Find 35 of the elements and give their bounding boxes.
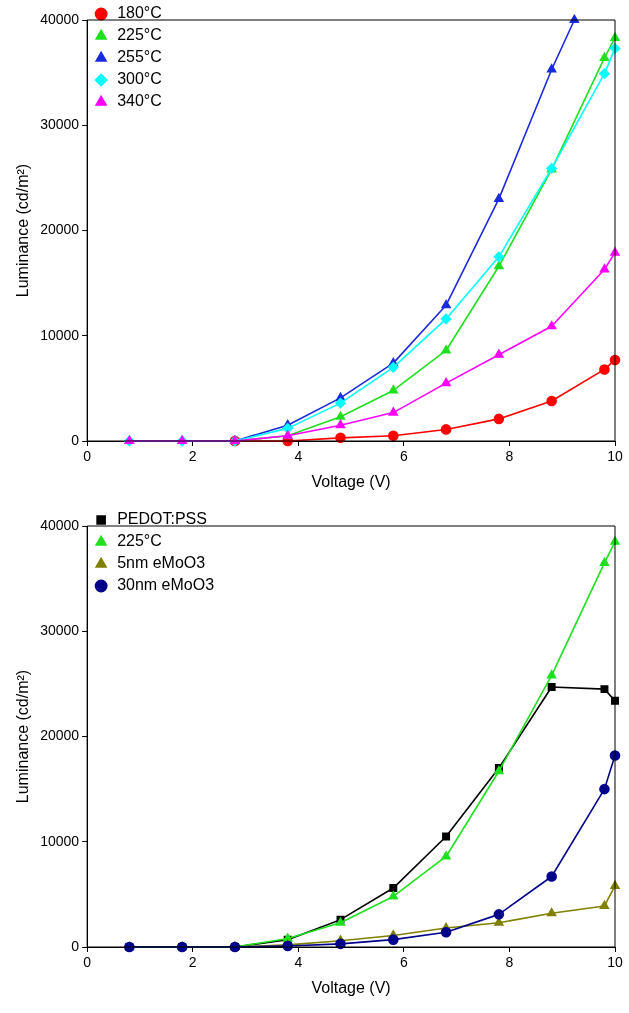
legend-label: 225°C <box>117 26 162 44</box>
x-tick-label: 10 <box>607 448 623 465</box>
x-tick-label: 6 <box>399 448 408 465</box>
x-tick-label: 6 <box>399 954 408 971</box>
x-tick-label: 8 <box>505 954 514 971</box>
x-axis-title: Voltage (V) <box>311 472 391 490</box>
x-tick-label: 4 <box>294 954 303 971</box>
legend-label: 255°C <box>117 48 162 66</box>
y-tick-label: 20000 <box>40 727 80 744</box>
x-tick-label: 2 <box>188 954 197 971</box>
legend-label: PEDOT:PSS <box>117 510 207 528</box>
legend-label: 180°C <box>117 4 162 22</box>
legend-label: 30nm eMoO3 <box>117 576 215 594</box>
y-tick-label: 30000 <box>40 116 80 133</box>
y-tick-label: 0 <box>71 431 80 448</box>
y-axis-title: Luminance (cd/m²) <box>14 669 32 804</box>
legend-label: 5nm eMoO3 <box>117 554 206 572</box>
x-tick-label: 0 <box>83 448 92 465</box>
legend-label: 300°C <box>117 70 162 88</box>
y-tick-label: 10000 <box>40 832 80 849</box>
y-tick-label: 40000 <box>40 516 80 533</box>
y-tick-label: 40000 <box>40 10 80 27</box>
y-tick-label: 20000 <box>40 221 80 238</box>
x-tick-label: 8 <box>505 448 514 465</box>
x-axis-title: Voltage (V) <box>311 978 391 996</box>
y-tick-label: 30000 <box>40 622 80 639</box>
x-tick-label: 4 <box>294 448 303 465</box>
y-axis-title: Luminance (cd/m²) <box>14 163 32 298</box>
x-tick-label: 10 <box>607 954 623 971</box>
y-tick-label: 10000 <box>40 326 80 343</box>
x-tick-label: 0 <box>83 954 92 971</box>
y-tick-label: 0 <box>71 937 80 954</box>
legend-label: 225°C <box>117 532 162 550</box>
x-tick-label: 2 <box>188 448 197 465</box>
legend-label: 340°C <box>117 92 162 110</box>
